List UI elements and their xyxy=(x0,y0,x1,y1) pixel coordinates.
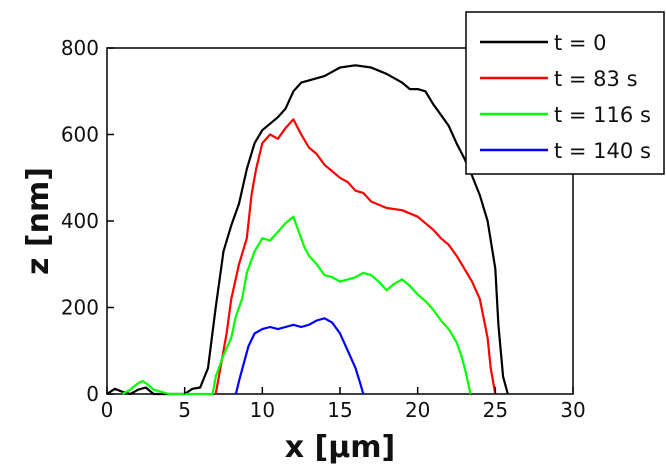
y-tick-label: 800 xyxy=(61,36,99,60)
x-tick-label: 20 xyxy=(405,398,430,422)
legend-label-2: t = 116 s xyxy=(554,103,651,127)
y-tick-label: 400 xyxy=(61,209,99,233)
y-tick-label: 600 xyxy=(61,123,99,147)
y-tick-label: 0 xyxy=(86,382,99,406)
series-layer xyxy=(106,64,509,396)
x-tick-label: 15 xyxy=(327,398,352,422)
x-tick-label: 25 xyxy=(483,398,508,422)
series-line-1 xyxy=(214,118,497,395)
series-line-0 xyxy=(106,64,509,396)
series-line-3 xyxy=(234,317,365,395)
y-tick-label: 200 xyxy=(61,296,99,320)
legend-label-3: t = 140 s xyxy=(554,139,651,163)
x-tick-label: 5 xyxy=(178,398,191,422)
legend-label-1: t = 83 s xyxy=(554,67,638,91)
y-axis-title: z [nm] xyxy=(21,167,56,275)
legend-box xyxy=(465,11,665,175)
x-tick-label: 0 xyxy=(101,398,114,422)
legend: t = 0 t = 83 s t = 116 s t = 140 s xyxy=(465,11,665,175)
legend-label-0: t = 0 xyxy=(554,31,607,55)
x-tick-label: 10 xyxy=(250,398,275,422)
x-axis-title: x [μm] xyxy=(285,430,396,465)
series-line-2 xyxy=(121,215,472,396)
x-tick-label: 30 xyxy=(560,398,585,422)
ticks-layer: 0 5 10 15 20 25 30 0 200 400 600 800 xyxy=(61,36,586,422)
